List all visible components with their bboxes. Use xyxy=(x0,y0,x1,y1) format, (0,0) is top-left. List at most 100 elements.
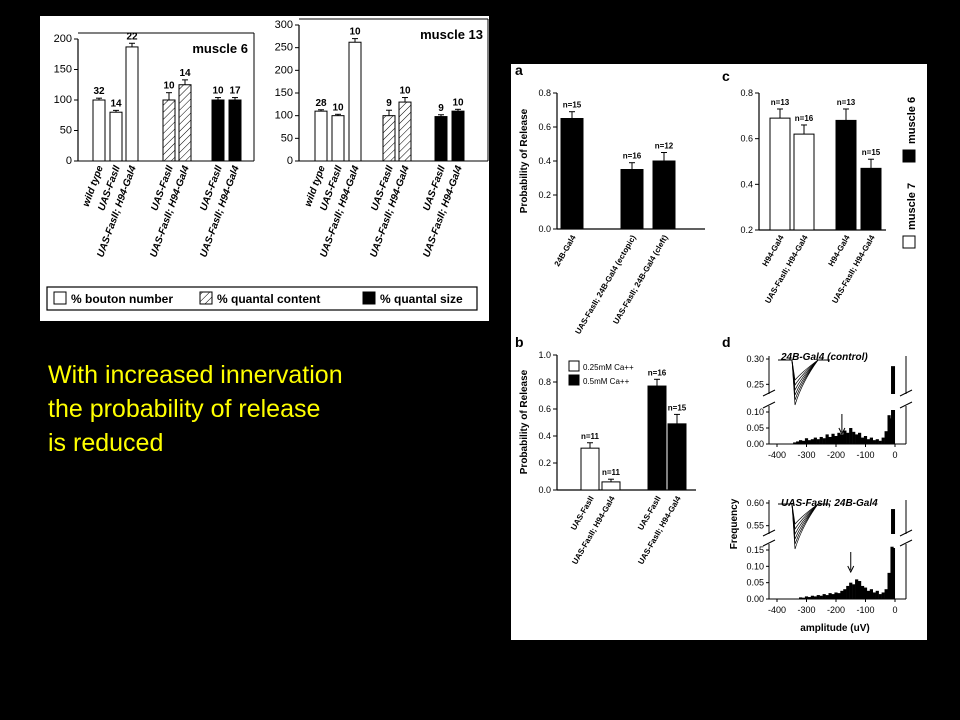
m13-title: muscle 13 xyxy=(420,27,483,42)
m13-n-label: 10 xyxy=(332,102,344,113)
d-histogram-bar xyxy=(878,594,882,599)
b-y-tick-label: 0.4 xyxy=(538,431,551,441)
legend-label: muscle 7 xyxy=(906,183,918,230)
d-histogram-bar xyxy=(872,592,876,599)
m6-n-label: 10 xyxy=(163,81,175,92)
d-y-tick-label: 0.00 xyxy=(746,439,764,449)
m6-y-tick-label: 0 xyxy=(66,155,72,167)
d-histogram-bar xyxy=(828,436,832,444)
c-n-label: n=16 xyxy=(795,114,814,123)
d-histogram-bar xyxy=(816,595,820,599)
c-legend: muscle 7 muscle 6 xyxy=(902,97,918,249)
d-histogram-bar xyxy=(796,441,800,444)
caption-line-1: With increased innervation xyxy=(48,361,343,389)
d-histogram-bar xyxy=(869,589,873,599)
d-histogram-bar xyxy=(855,434,859,444)
legend-label: muscle 6 xyxy=(906,97,918,144)
m13-y-tick-label: 50 xyxy=(281,132,293,144)
c-x-tick-label: H94-Gal4 xyxy=(827,233,852,268)
m6-bar xyxy=(162,99,176,162)
d-x-tick-label: -200 xyxy=(827,605,845,615)
d-histogram-bar xyxy=(884,431,888,444)
legend-swatch xyxy=(568,374,580,386)
m6-bar xyxy=(178,84,192,162)
m13-n-label: 9 xyxy=(438,103,444,114)
m6-title: muscle 6 xyxy=(192,41,248,56)
b-bar xyxy=(647,385,667,491)
m6-n-label: 14 xyxy=(179,68,191,79)
legend-swatch xyxy=(53,291,67,305)
m13-bar xyxy=(398,101,412,162)
caption-line-3: is reduced xyxy=(48,429,164,457)
d-y-tick-label: 0.60 xyxy=(746,498,764,508)
d-trace xyxy=(778,359,830,406)
d-histogram-bar xyxy=(843,430,847,444)
d-arrow-head xyxy=(847,565,855,574)
c-y-tick-label: 0.4 xyxy=(740,179,753,189)
panel-label-c: c xyxy=(722,68,730,84)
m13-bar xyxy=(382,115,396,162)
d-histogram-bar xyxy=(858,581,862,599)
d-x-tick-label: -400 xyxy=(768,450,786,460)
d-x-axis-label: amplitude (uV) xyxy=(800,623,869,634)
b-n-label: n=11 xyxy=(602,468,621,477)
d-histogram-bar xyxy=(807,597,812,599)
m6-bar xyxy=(125,46,139,162)
d-histogram-bar xyxy=(875,590,879,599)
caption-line-2: the probability of release xyxy=(48,395,321,423)
a-n-label: n=15 xyxy=(563,101,582,110)
d-histogram-bar xyxy=(793,442,797,444)
d-histogram-bar xyxy=(843,589,847,599)
figure-fasii-bouton-panel: 0 50 100 150 200 muscle 6 32 wild type 14 UAS-Fas… xyxy=(40,16,489,321)
d-y-tick-label: 0.10 xyxy=(746,561,764,571)
a-bar xyxy=(652,160,676,230)
d-subplot-title: UAS-FasII; 24B-Gal4 xyxy=(781,498,878,509)
m13-n-label: 28 xyxy=(315,98,327,109)
d-histogram-bar xyxy=(869,437,873,444)
b-bar xyxy=(580,447,600,491)
m6-y-tick-label: 150 xyxy=(54,64,72,76)
a-x-tick-label: 24B-Gal4 xyxy=(553,233,578,268)
d-histogram-bar xyxy=(810,595,814,599)
figure-release-probability-panel: a Probability of Release 0.0 0.2 0.4 0.6 0.8 n=… xyxy=(511,64,927,640)
a-bar xyxy=(560,118,584,230)
legend-swatch xyxy=(902,235,916,249)
m13-y-tick-label: 200 xyxy=(275,64,293,76)
legend-swatch xyxy=(199,291,213,305)
c-bar xyxy=(860,167,882,231)
c-y-tick-label: 0.6 xyxy=(740,134,753,144)
a-x-tick-label: UAS-FasII; 24B-Gal4 (cleft) xyxy=(611,233,670,326)
c-x-tick-label: UAS-FasII; H94-Gal4 xyxy=(763,233,810,305)
d-histogram-bar xyxy=(799,440,803,444)
d-peak-bar xyxy=(891,509,896,534)
d-y-tick-label: 0.00 xyxy=(746,594,764,604)
d-histogram-bar xyxy=(863,436,868,444)
release-probability-charts: a Probability of Release 0.0 0.2 0.4 0.6 0.8 n=… xyxy=(515,64,918,634)
d-y-tick-label: 0.15 xyxy=(746,545,764,555)
d-y-tick-label: 0.30 xyxy=(746,354,764,364)
d-histogram-bar xyxy=(807,440,812,444)
d-histogram-bar xyxy=(849,428,853,444)
d-histogram-bar xyxy=(866,590,871,599)
d-histogram-bar xyxy=(822,594,826,599)
d-x-tick-label: -300 xyxy=(797,450,815,460)
m6-n-label: 22 xyxy=(126,31,138,42)
chart-a: a Probability of Release 0.0 0.2 0.4 0.6 0.8 n=… xyxy=(515,64,705,336)
m6-bar xyxy=(211,99,225,162)
d-histogram-bar xyxy=(866,439,871,444)
chart-b: b Probability of Release 0.0 0.2 0.4 0.6 0.8 1.… xyxy=(515,334,696,566)
d-histogram-bar xyxy=(825,434,829,444)
a-bar xyxy=(620,169,644,230)
d-histogram-bar xyxy=(855,579,859,599)
legend-label: % bouton number xyxy=(71,292,173,306)
a-x-tick-label: UAS-FasII; 24B-Gal4 (ectopic) xyxy=(573,233,637,336)
d-peak-bar xyxy=(891,366,896,394)
c-n-label: n=13 xyxy=(771,98,790,107)
c-n-label: n=15 xyxy=(862,148,881,157)
b-n-label: n=15 xyxy=(668,403,687,412)
d-peak-bar xyxy=(891,410,896,444)
m13-n-label: 9 xyxy=(386,98,392,109)
m6-n-label: 32 xyxy=(93,86,105,97)
d-axis-break xyxy=(899,529,913,537)
c-bar xyxy=(793,133,815,231)
